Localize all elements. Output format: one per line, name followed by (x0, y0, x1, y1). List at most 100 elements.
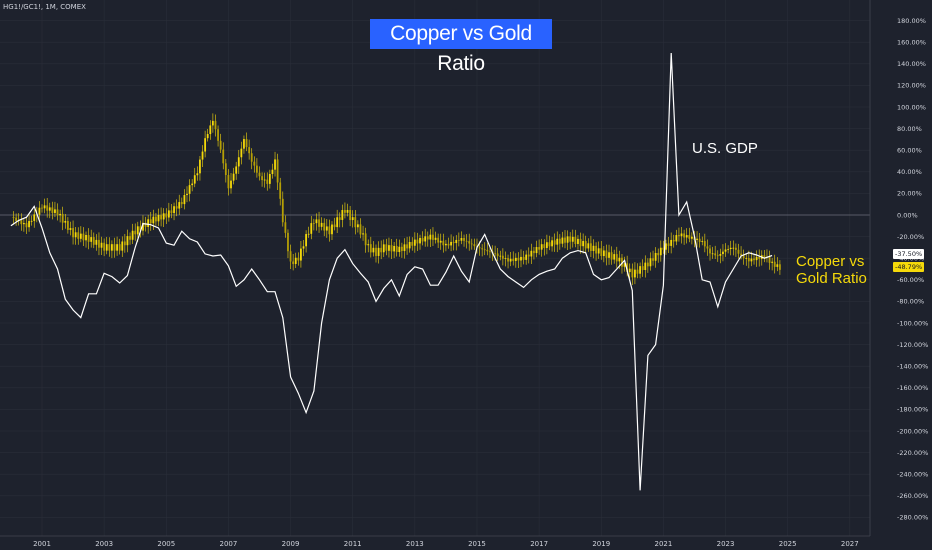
ratio-candle-body (696, 238, 698, 240)
ratio-candle-body (582, 241, 585, 247)
ratio-candle-body (325, 226, 328, 231)
y-tick-label: 120.00% (897, 82, 926, 90)
ratio-candle-body (74, 232, 77, 238)
ratio-candle-body (87, 234, 90, 242)
ratio-candle-body (167, 210, 170, 218)
ratio-candle-body (100, 242, 103, 248)
y-tick-label: -200.00% (897, 427, 928, 435)
ratio-candle-body (312, 223, 315, 224)
y-tick-label: 60.00% (897, 147, 922, 155)
ratio-candle-body (685, 235, 688, 238)
ratio-candle-body (341, 210, 344, 220)
price-axis[interactable]: 180.00% 160.00% 140.00% 120.00% 100.00% 80.00… (897, 17, 928, 522)
ratio-candle-body (577, 238, 579, 244)
ratio-candle-body (400, 246, 403, 252)
ratio-candle-body (615, 254, 618, 262)
ratio-candle-body (108, 244, 111, 251)
y-tick-label: -20.00% (897, 233, 924, 241)
ratio-candle-body (478, 247, 481, 249)
x-tick-label: 2011 (344, 540, 362, 548)
ratio-candle-body (292, 261, 295, 264)
y-tick-label: -280.00% (897, 514, 928, 522)
ratio-candle-body (338, 217, 341, 220)
x-tick-label: 2021 (654, 540, 672, 548)
ratio-candle-body (527, 254, 530, 257)
ratio-candle-body (149, 219, 152, 224)
ratio-candle-body (644, 262, 647, 271)
ratio-candle-body (600, 248, 603, 257)
ratio-candle-body (703, 241, 706, 247)
ratio-candle-body (675, 235, 678, 242)
ratio-candle-body (369, 244, 372, 253)
ratio-candle-body (522, 256, 525, 260)
ratio-candle-body (602, 250, 605, 257)
ratio-candle-body (41, 207, 43, 209)
ratio-candle-body (315, 219, 318, 224)
ratio-candle-body (626, 263, 629, 273)
ratio-candle-body (530, 250, 533, 257)
copper-gold-ratio-series (12, 113, 781, 285)
annotation-copper-gold-ratio: Copper vs Gold Ratio (796, 253, 867, 287)
ratio-candle-body (771, 261, 774, 263)
ratio-candle-body (20, 220, 23, 225)
ratio-candle-body (763, 255, 766, 258)
ratio-candle-body (105, 244, 108, 251)
ratio-candle-body (538, 247, 541, 250)
ratio-candle-body (284, 222, 287, 233)
ratio-candle-body (753, 258, 755, 261)
ratio-candle-body (336, 217, 339, 228)
ratio-candle-body (719, 254, 722, 256)
ratio-candle-body (779, 264, 781, 270)
ratio-candle-body (354, 217, 357, 228)
ratio-candle-body (82, 233, 85, 241)
ratio-candle-body (768, 256, 771, 263)
ratio-candle-body (678, 235, 680, 237)
ratio-candle-body (214, 120, 217, 130)
ratio-candle-body (178, 202, 181, 209)
ratio-candle-body (473, 244, 476, 247)
ratio-candle-body (432, 234, 434, 240)
ratio-candle-body (548, 242, 551, 247)
ratio-candle-body (160, 214, 163, 220)
y-tick-label: -60.00% (897, 276, 924, 284)
ratio-candle-body (165, 213, 168, 218)
ratio-candle-body (111, 244, 113, 251)
ratio-candle-body (716, 255, 719, 257)
ratio-candle-body (561, 237, 564, 244)
ratio-candle-body (509, 258, 512, 262)
ratio-candle-body (155, 216, 157, 222)
ratio-candle-body (268, 174, 271, 184)
ratio-candle-body (579, 238, 582, 247)
ratio-candle-body (439, 240, 442, 243)
ratio-candle-body (512, 258, 515, 261)
ratio-candle-body (499, 255, 502, 257)
ratio-candle-body (540, 244, 543, 250)
ratio-candle-body (646, 262, 649, 267)
ratio-candle-body (740, 253, 742, 256)
ratio-candle-body (709, 248, 711, 254)
time-axis[interactable]: 2001 2003 2005 2007 2009 2011 2013 2015 2017 2019… (33, 540, 859, 548)
ratio-candle-body (429, 234, 432, 240)
ratio-candle-body (662, 247, 665, 250)
ratio-candle-body (56, 209, 59, 216)
ratio-candle-body (367, 244, 370, 246)
ratio-candle-body (30, 220, 33, 222)
ratio-candle-body (424, 236, 427, 242)
ratio-candle-body (271, 169, 274, 175)
y-tick-label: -100.00% (897, 319, 928, 327)
ratio-candle-body (385, 244, 388, 251)
ratio-candle-body (411, 241, 414, 246)
y-tick-label: 140.00% (897, 60, 926, 68)
ratio-candle-body (186, 193, 188, 196)
ratio-candle-body (297, 257, 300, 261)
ratio-candle-body (364, 233, 367, 246)
ratio-candle-body (72, 228, 74, 238)
ratio-candle-body (398, 246, 401, 253)
ratio-candle-body (253, 161, 256, 166)
ratio-candle-body (520, 256, 522, 261)
ratio-candle-body (305, 234, 307, 247)
ratio-candle-body (711, 253, 714, 255)
ratio-candle-body (416, 239, 419, 244)
ratio-candle-body (706, 246, 709, 249)
